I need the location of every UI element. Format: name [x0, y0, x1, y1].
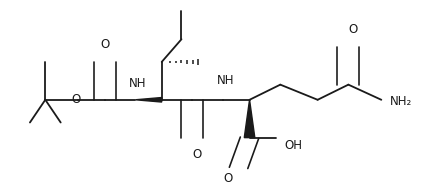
Text: OH: OH [285, 139, 302, 152]
Text: O: O [100, 38, 109, 51]
Text: O: O [72, 93, 81, 106]
Text: O: O [192, 148, 202, 161]
Text: NH: NH [129, 77, 146, 90]
Text: O: O [223, 172, 232, 185]
Text: O: O [348, 23, 358, 36]
Polygon shape [135, 98, 162, 102]
Text: NH₂: NH₂ [390, 95, 412, 108]
Polygon shape [244, 100, 255, 138]
Text: NH: NH [217, 74, 234, 87]
